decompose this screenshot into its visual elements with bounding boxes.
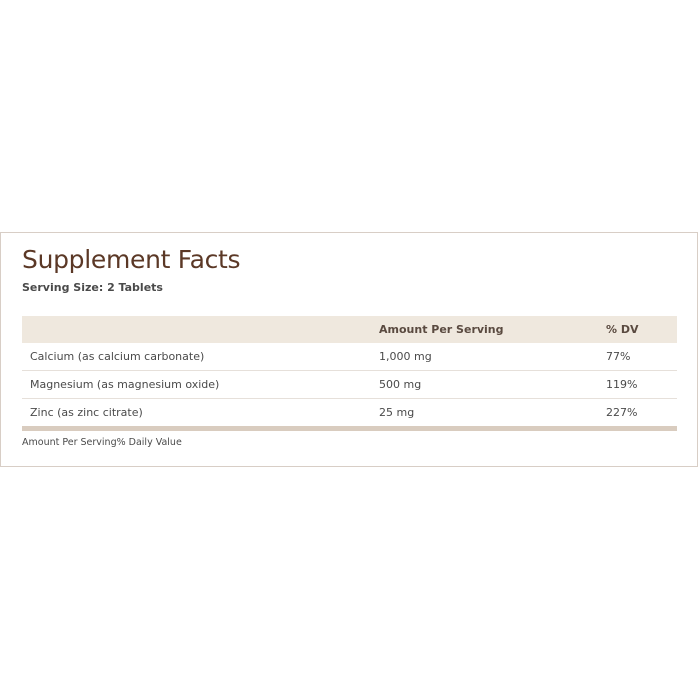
- header-row: Amount Per Serving % DV: [22, 316, 677, 343]
- footnote: Amount Per Serving% Daily Value: [22, 437, 182, 448]
- header-cell: % DV: [606, 316, 677, 343]
- nutrient: Magnesium (as magnesium oxide): [22, 370, 379, 399]
- header-cell: Amount Per Serving: [379, 316, 606, 343]
- serving-size: Serving Size: 2 Tablets: [22, 281, 163, 294]
- header-cell: [22, 316, 379, 343]
- daily-value: 119%: [606, 370, 677, 399]
- amount: 1,000 mg: [379, 343, 606, 371]
- amount: 500 mg: [379, 370, 606, 399]
- amount: 25 mg: [379, 398, 606, 431]
- facts-table: Amount Per Serving % DV Calcium (as calc…: [22, 316, 677, 431]
- nutrient: Calcium (as calcium carbonate): [22, 343, 379, 371]
- daily-value: 227%: [606, 398, 677, 431]
- nutrient: Zinc (as zinc citrate): [22, 398, 379, 431]
- table-row: Magnesium (as magnesium oxide) 500 mg 11…: [22, 370, 677, 399]
- title: Supplement Facts: [22, 245, 241, 274]
- supplement-panel: Supplement Facts Serving Size: 2 Tablets…: [0, 232, 698, 467]
- daily-value: 77%: [606, 343, 677, 371]
- table-row: Calcium (as calcium carbonate) 1,000 mg …: [22, 343, 677, 371]
- table-row: Zinc (as zinc citrate) 25 mg 227%: [22, 398, 677, 431]
